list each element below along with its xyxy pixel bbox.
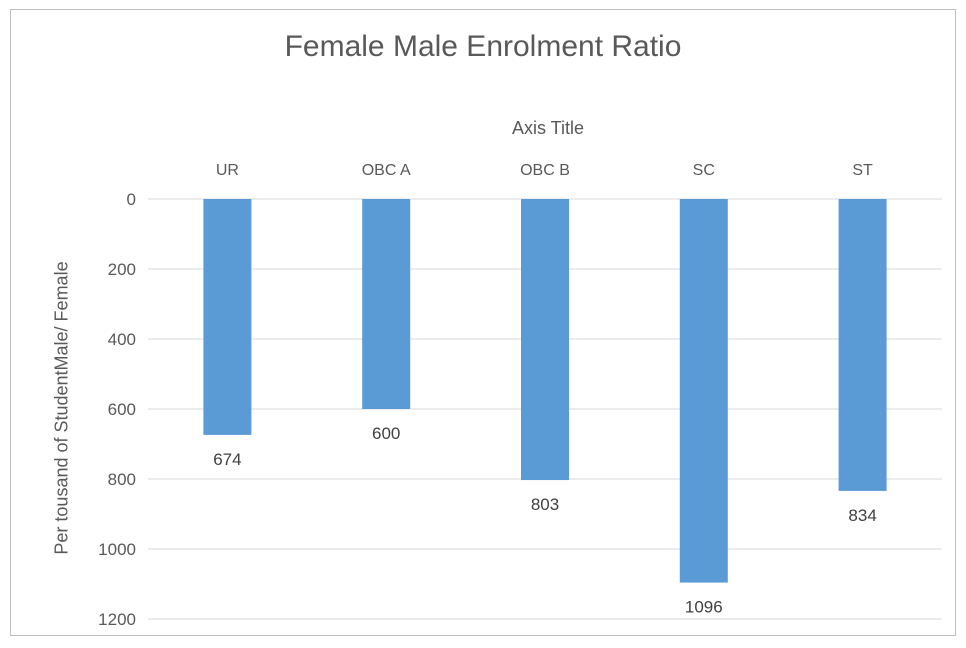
y-tick-label: 400 [108, 330, 136, 349]
y-tick-label: 800 [108, 470, 136, 489]
bar [679, 199, 728, 583]
bar [362, 199, 411, 409]
category-label: OBC B [520, 162, 570, 179]
y-tick-label: 0 [127, 190, 136, 209]
x-axis-title: Axis Title [511, 118, 585, 138]
y-tick-label: 600 [108, 400, 136, 419]
y-tick-label: 1200 [98, 610, 136, 629]
bar [521, 199, 569, 481]
chart-title: Female Male Enrolment Ratio [284, 30, 682, 63]
chart-frame [10, 9, 956, 636]
data-label: 1096 [685, 598, 723, 617]
y-tick-label: 200 [108, 260, 136, 279]
bar [203, 199, 252, 435]
data-label: 600 [372, 424, 400, 443]
data-label: 834 [848, 506, 876, 525]
data-label: 803 [531, 495, 559, 514]
y-tick-label: 1000 [98, 540, 136, 559]
category-label: UR [216, 162, 239, 179]
category-label: ST [852, 162, 873, 179]
bar [838, 199, 887, 491]
category-label: SC [693, 162, 715, 179]
category-label: OBC A [362, 162, 411, 179]
data-label: 674 [213, 450, 241, 469]
